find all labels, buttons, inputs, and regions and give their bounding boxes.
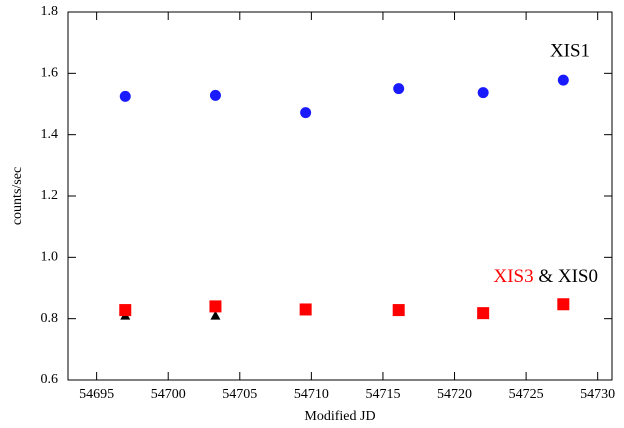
point [393,83,405,95]
x-axis-label: Modified JD [304,409,375,424]
point [119,90,131,102]
series-label: XIS3 [493,266,533,287]
x-tick-label: 54720 [437,387,472,402]
series-labels: XIS3 & XIS0 [493,266,598,287]
y-tick-label: 1.4 [41,127,59,142]
x-tick-label: 54695 [79,387,114,402]
x-tick-label: 54710 [294,387,329,402]
x-tick-label: 54705 [222,387,257,402]
y-tick-label: 1.0 [41,250,59,265]
point [477,307,490,320]
y-tick-label: 0.8 [41,311,59,326]
y-tick-label: 0.6 [41,372,59,387]
y-axis-label: counts/sec [10,167,25,225]
y-tick-label: 1.6 [41,66,59,81]
point [557,298,570,311]
point [210,310,221,320]
x-tick-label: 54700 [151,387,186,402]
annotation: & [538,266,553,287]
x-tick-label: 54715 [365,387,400,402]
point [209,300,222,313]
x-tick-label: 54725 [509,387,544,402]
point [209,89,221,101]
x-tick-label: 54730 [580,387,615,402]
point [392,304,405,317]
point [300,107,312,119]
point [557,74,569,86]
series-label: XIS1 [550,40,590,61]
plot-frame [67,11,613,381]
point [299,303,312,316]
series-label: XIS0 [558,266,598,287]
y-tick-label: 1.2 [41,188,59,203]
point [119,304,132,317]
point [477,87,489,99]
y-tick-label: 1.8 [41,4,59,19]
